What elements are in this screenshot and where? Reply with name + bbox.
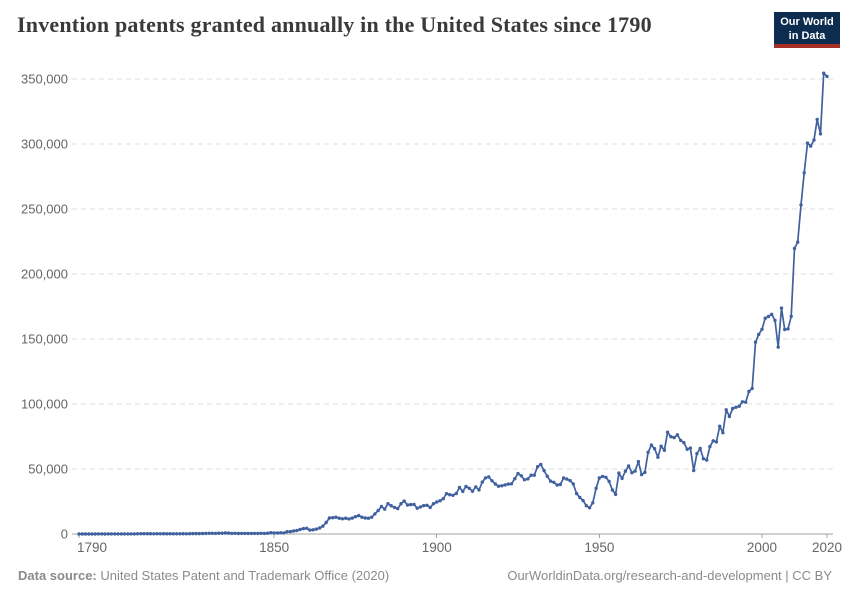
owid-logo-line1: Our World — [780, 16, 834, 28]
y-tick-labels: 0 50,000 100,000 150,000 200,000 250,000 300,0… — [21, 72, 68, 542]
data-line[interactable] — [78, 72, 828, 535]
x-tick-label: 1850 — [259, 540, 289, 555]
data-source-text: United States Patent and Trademark Offic… — [96, 568, 390, 583]
owid-logo-line2: in Data — [788, 30, 826, 42]
data-points[interactable] — [77, 71, 829, 536]
y-tick-label: 300,000 — [21, 137, 68, 152]
y-tick-label: 200,000 — [21, 267, 68, 282]
x-tick-label: 1950 — [584, 540, 614, 555]
y-tick-label: 150,000 — [21, 332, 68, 347]
line-chart-canvas[interactable]: 0 50,000 100,000 150,000 200,000 250,000 300,0… — [0, 0, 850, 560]
x-ticks — [78, 534, 828, 538]
y-tick-label: 0 — [61, 527, 68, 542]
y-tick-label: 100,000 — [21, 397, 68, 412]
credit-link[interactable]: OurWorldinData.org/research-and-developm… — [507, 568, 832, 583]
y-gridlines — [72, 78, 833, 470]
y-tick-label: 350,000 — [21, 72, 68, 87]
data-source-label: Data source: — [18, 568, 97, 583]
y-tick-label: 50,000 — [28, 462, 68, 477]
data-source-note: Data source: United States Patent and Tr… — [18, 568, 389, 583]
x-tick-label: 2020 — [812, 540, 842, 555]
chart-footer: Data source: United States Patent and Tr… — [18, 568, 832, 583]
y-tick-label: 250,000 — [21, 202, 68, 217]
x-tick-labels: 1790 1850 1900 1950 2000 2020 — [77, 540, 842, 555]
x-tick-label: 1900 — [422, 540, 452, 555]
chart-title: Invention patents granted annually in th… — [17, 12, 652, 37]
x-tick-label: 2000 — [747, 540, 777, 555]
owid-logo[interactable]: Our World in Data — [774, 12, 840, 48]
x-tick-label: 1790 — [77, 540, 107, 555]
